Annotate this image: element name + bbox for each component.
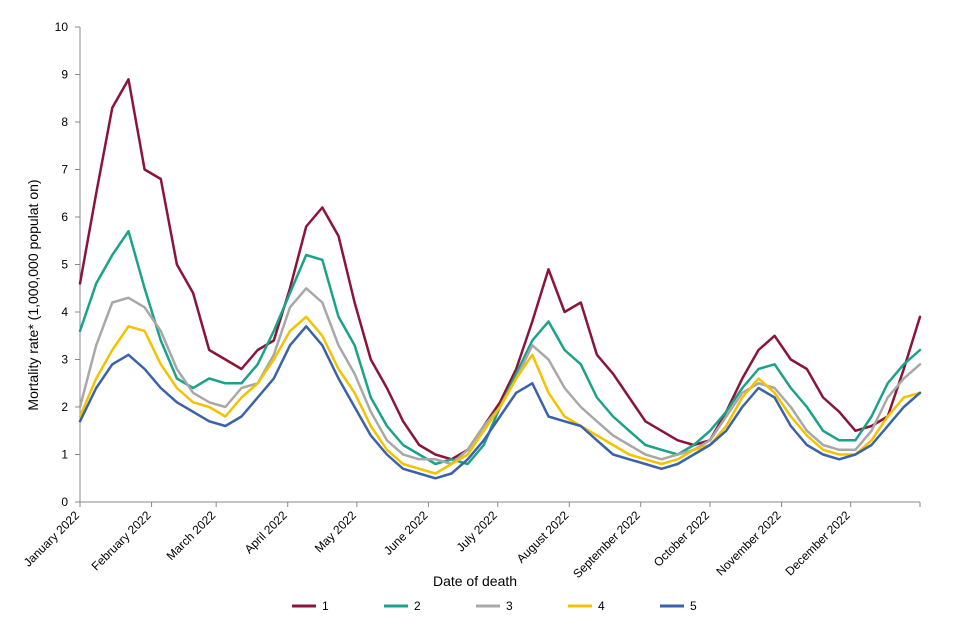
y-tick-label: 10 — [55, 20, 69, 34]
series-line-1 — [78, 78, 922, 461]
y-tick-label: 6 — [61, 210, 68, 224]
x-tick-label: December 2022 — [783, 508, 854, 579]
legend-label-1: 1 — [322, 599, 329, 613]
x-tick-label: February 2022 — [89, 508, 154, 573]
series-line-4 — [78, 315, 922, 475]
y-tick-label: 3 — [61, 353, 68, 367]
x-tick-label: November 2022 — [713, 508, 784, 579]
x-tick-label: July 2022 — [454, 508, 500, 554]
x-tick-label: April 2022 — [242, 508, 290, 556]
y-tick-label: 7 — [61, 163, 68, 177]
x-tick-label: October 2022 — [651, 508, 713, 570]
x-tick-label: June 2022 — [381, 508, 431, 558]
series-line-3 — [78, 287, 922, 466]
y-tick-label: 5 — [61, 258, 68, 272]
legend-label-5: 5 — [690, 599, 697, 613]
y-axis-title: Mortality rate* (1,000,000 populat on) — [25, 179, 41, 410]
y-tick-label: 0 — [61, 495, 68, 509]
legend: 1 2 3 4 5 — [292, 599, 697, 613]
x-tick-label: January 2022 — [21, 508, 83, 570]
x-tick-label: May 2022 — [312, 508, 359, 555]
series-line-5 — [78, 325, 922, 480]
legend-label-4: 4 — [598, 599, 605, 613]
legend-label-3: 3 — [506, 599, 513, 613]
legend-label-2: 2 — [414, 599, 421, 613]
series-lines — [78, 78, 922, 480]
x-axis: January 2022 February 2022 March 2022 April… — [21, 501, 921, 581]
y-tick-label: 9 — [61, 68, 68, 82]
x-axis-title: Date of death — [433, 573, 517, 589]
y-tick-label: 1 — [61, 448, 68, 462]
x-tick-label: August 2022 — [514, 508, 572, 566]
y-axis: 0 1 2 3 4 5 6 7 8 9 10 — [55, 20, 81, 509]
x-tick-label: September 2022 — [570, 508, 643, 581]
x-tick-label: March 2022 — [164, 508, 219, 563]
y-tick-label: 8 — [61, 115, 68, 129]
y-tick-label: 4 — [61, 305, 68, 319]
y-tick-label: 2 — [61, 400, 68, 414]
